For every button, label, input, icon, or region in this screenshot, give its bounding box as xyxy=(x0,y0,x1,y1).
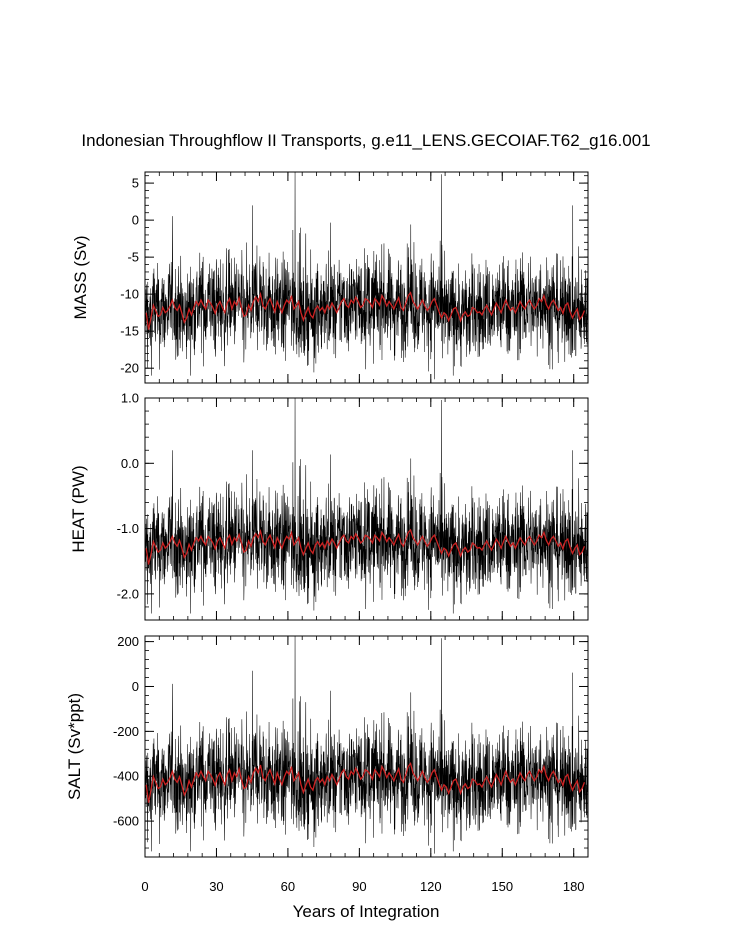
heat-y-tick-label: 0.0 xyxy=(121,456,139,471)
salt-y-tick-label: -400 xyxy=(113,769,139,784)
salt-y-tick-label: 0 xyxy=(132,679,139,694)
heat-monthly-series-line xyxy=(144,397,589,614)
salt-plot-frame xyxy=(144,635,589,858)
x-axis-label: Years of Integration xyxy=(293,902,440,921)
mass-y-tick-label: -20 xyxy=(120,361,139,376)
heat-y-tick-label: -2.0 xyxy=(117,586,139,601)
x-tick-label: 90 xyxy=(352,879,366,894)
mass-y-tick-label: -5 xyxy=(127,250,139,265)
heat-annual-mean-line xyxy=(145,528,586,565)
mass-annual-mean-line xyxy=(145,291,586,330)
mass-y-tick-label: 5 xyxy=(132,176,139,191)
x-axis: 0 30 60 90 120 150 180 xyxy=(141,879,584,894)
heat-frame-overlay xyxy=(144,397,589,621)
salt-frame-overlay xyxy=(144,635,589,858)
salt-annual-mean-line xyxy=(145,761,586,803)
heat-y-tick-label: -1.0 xyxy=(117,521,139,536)
mass-y-axis-label: MASS (Sv) xyxy=(71,235,90,319)
heat-y-tick-label: 1.0 xyxy=(121,391,139,406)
mass-y-tick-label: -15 xyxy=(120,324,139,339)
mass-monthly-series-line xyxy=(144,171,589,380)
heat-panel: HEAT (PW) 1.0 0.0 -1.0 -2.0 xyxy=(69,391,589,621)
mass-panel: MASS (Sv) 5 0 -5 -10 -15 -20 xyxy=(71,171,589,384)
heat-plot-frame xyxy=(144,397,589,621)
x-tick-label: 150 xyxy=(491,879,513,894)
salt-y-tick-label: -200 xyxy=(113,724,139,739)
mass-frame-overlay xyxy=(144,171,589,384)
salt-monthly-series-line xyxy=(144,635,589,854)
mass-y-tick-label: 0 xyxy=(132,213,139,228)
salt-y-axis-label: SALT (Sv*ppt) xyxy=(65,693,84,800)
heat-y-axis-label: HEAT (PW) xyxy=(69,465,88,552)
mass-plot-frame xyxy=(144,171,589,384)
salt-y-tick-label: -600 xyxy=(113,814,139,829)
salt-y-tick-label: 200 xyxy=(117,634,139,649)
x-tick-label: 120 xyxy=(420,879,442,894)
x-tick-label: 60 xyxy=(281,879,295,894)
chart-title: Indonesian Throughflow II Transports, g.… xyxy=(81,131,650,150)
salt-panel: SALT (Sv*ppt) 200 0 -200 -400 -600 xyxy=(65,634,589,858)
x-tick-label: 180 xyxy=(563,879,585,894)
x-tick-label: 0 xyxy=(141,879,148,894)
mass-y-tick-label: -10 xyxy=(120,287,139,302)
x-tick-label: 30 xyxy=(209,879,223,894)
